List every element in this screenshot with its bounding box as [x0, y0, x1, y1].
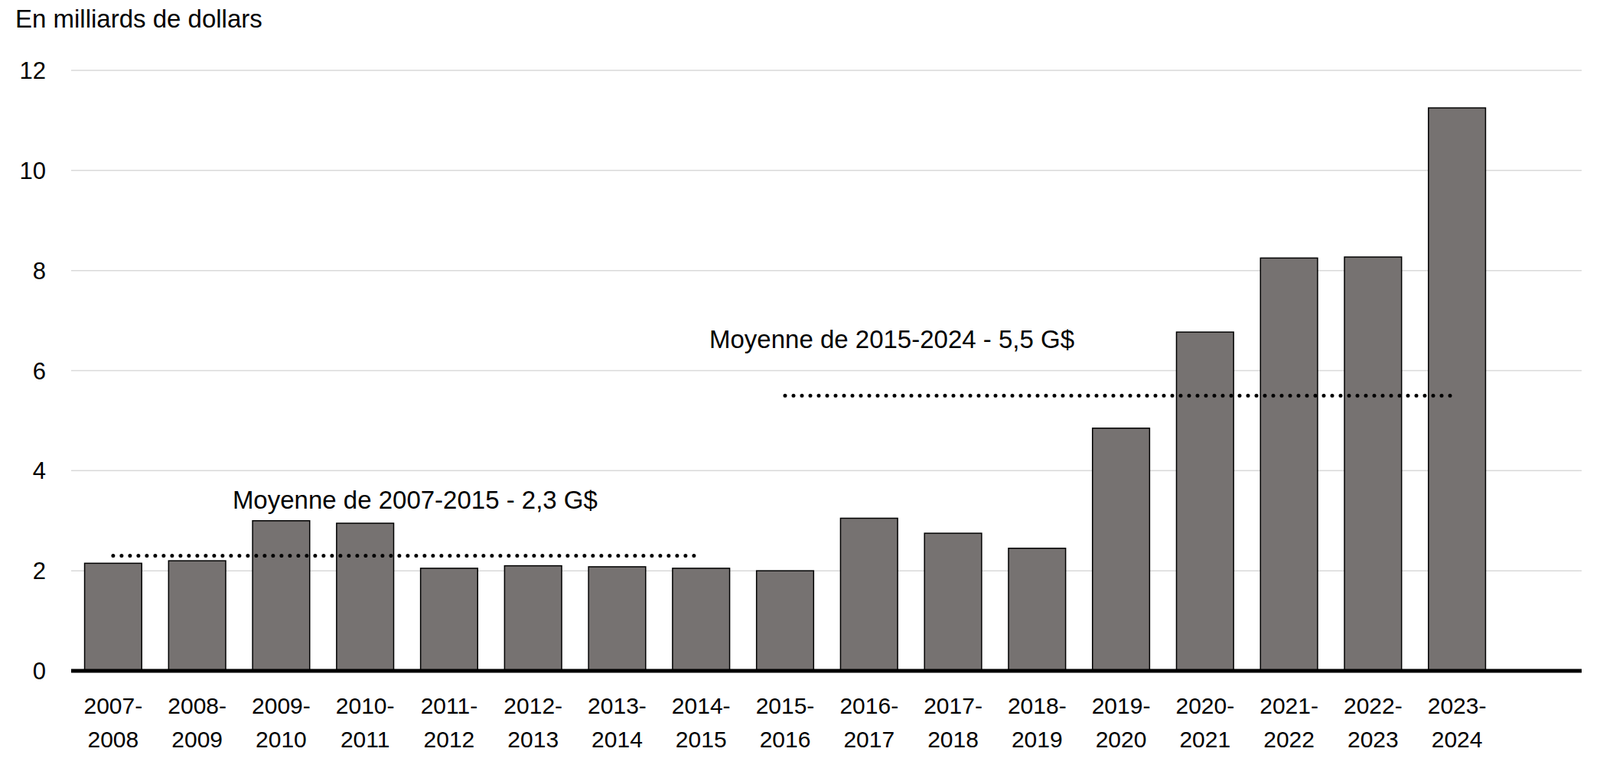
average-line — [785, 394, 1457, 398]
x-tick-label: 2008-2009 — [167, 693, 227, 753]
grid-line — [71, 69, 1582, 72]
x-tick-label: 2020-2021 — [1175, 693, 1235, 753]
bar — [756, 570, 815, 672]
bar — [840, 518, 898, 672]
bar — [168, 560, 226, 672]
chart-container: En milliards de dollars 0 2 4 6 8 10 12 2007-200… — [0, 0, 1600, 768]
y-tick-label: 12 — [19, 57, 46, 85]
bars — [84, 107, 1486, 672]
x-tick-label: 2023-2024 — [1427, 693, 1487, 753]
x-tick-label: 2022-2023 — [1343, 693, 1403, 753]
bar — [420, 568, 479, 672]
bar — [1344, 257, 1402, 672]
average-lines — [113, 395, 1457, 556]
y-tick-label: 8 — [32, 257, 46, 285]
bar — [1260, 257, 1318, 672]
y-tick-label: 0 — [32, 658, 46, 685]
y-tick-label: 4 — [32, 457, 46, 485]
bar — [924, 533, 982, 672]
bar — [336, 523, 395, 672]
annotation: Moyenne de 2015-2024 - 5,5 G$ — [709, 325, 1075, 354]
y-tick-label: 2 — [32, 557, 46, 585]
bar — [84, 563, 143, 672]
bar — [504, 566, 562, 672]
x-tick-label: 2007-2008 — [84, 693, 144, 753]
x-tick-label: 2013-2014 — [587, 693, 647, 753]
bar — [588, 567, 646, 672]
x-tick-label: 2019-2020 — [1091, 693, 1151, 753]
chart: En milliards de dollars 0 2 4 6 8 10 12 2007-200… — [0, 0, 1600, 768]
annotation: Moyenne de 2007-2015 - 2,3 G$ — [232, 485, 598, 515]
x-axis-line — [71, 669, 1582, 674]
bar — [1428, 107, 1486, 672]
average-line — [113, 553, 701, 558]
bar — [1008, 548, 1066, 672]
bar — [672, 568, 730, 672]
x-tick-label: 2011-2012 — [420, 693, 479, 753]
x-tick-label: 2012-2013 — [503, 693, 563, 753]
y-tick-label: 10 — [19, 157, 46, 185]
y-tick-label: 6 — [32, 358, 46, 385]
grid-line — [71, 169, 1582, 172]
x-tick-label: 2017-2018 — [923, 693, 983, 753]
x-tick-label: 2014-2015 — [671, 693, 731, 753]
bar — [252, 521, 310, 672]
bar — [1176, 332, 1235, 672]
x-tick-label: 2016-2017 — [839, 693, 899, 753]
bar — [1092, 428, 1151, 672]
x-tick-label: 2010-2011 — [335, 693, 395, 753]
x-tick-label: 2009-2010 — [251, 693, 311, 753]
x-tick-label: 2021-2022 — [1259, 693, 1319, 753]
grid-line — [71, 670, 1582, 672]
y-axis-label: En milliards de dollars — [15, 4, 263, 33]
x-tick-label: 2015-2016 — [756, 693, 815, 753]
x-tick-label: 2018-2019 — [1007, 693, 1067, 753]
